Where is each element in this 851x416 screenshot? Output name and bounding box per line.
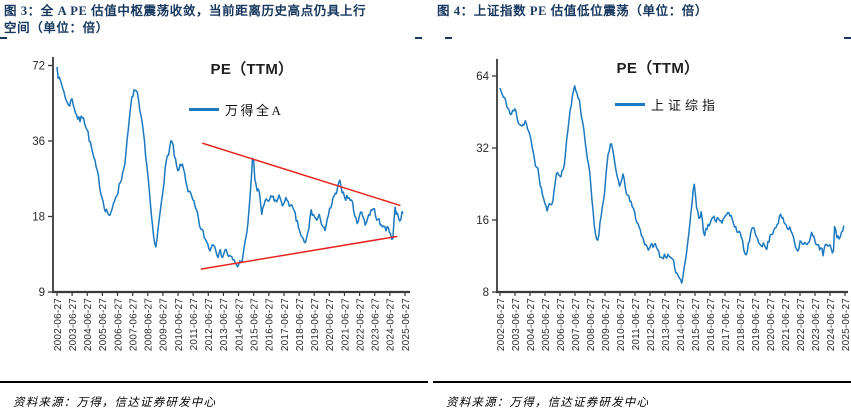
- figure-4-caption: 图 4：上证指数 PE 估值低位震荡（单位：倍）: [437, 3, 849, 20]
- pe-series-line: [56, 66, 404, 268]
- x-tick-label: 2005-06-27: [541, 298, 552, 351]
- x-tick-label: 2015-06-27: [249, 298, 260, 351]
- x-tick-label: 2014-06-27: [234, 298, 245, 351]
- x-tick-label: 2004-06-27: [526, 298, 537, 351]
- legend-line-swatch: [615, 103, 645, 106]
- y-tick-label: 8: [483, 287, 489, 299]
- x-tick-label: 2016-06-27: [706, 298, 717, 351]
- source-note: 资料来源：万得，信达证券研发中心: [13, 397, 217, 409]
- caption-underline-dash: [445, 37, 452, 39]
- caption-underline-dash: [844, 37, 851, 39]
- x-tick-label: 2022-06-27: [796, 298, 807, 351]
- x-tick-label: 2014-06-27: [676, 298, 687, 351]
- x-tick-label: 2010-06-27: [616, 298, 627, 351]
- x-tick-label: 2007-06-27: [571, 298, 582, 351]
- x-tick-label: 2013-06-27: [661, 298, 672, 351]
- x-tick-label: 2008-06-27: [144, 298, 155, 351]
- chart-title: PE（TTM）: [616, 60, 700, 77]
- x-tick-label: 2021-06-27: [781, 298, 792, 351]
- trendline: [200, 235, 398, 270]
- x-tick-label: 2013-06-27: [219, 298, 230, 351]
- caption-underline-dash: [415, 37, 422, 39]
- legend-line-swatch: [189, 108, 219, 111]
- x-tick-label: 2009-06-27: [601, 298, 612, 351]
- x-tick-label: 2006-06-27: [556, 298, 567, 351]
- caption-underline-dash: [0, 37, 7, 39]
- x-tick-label: 2005-06-27: [98, 298, 109, 351]
- x-tick-label: 2024-06-27: [826, 298, 837, 351]
- x-tick-label: 2020-06-27: [325, 298, 336, 351]
- x-tick-label: 2011-06-27: [631, 298, 642, 351]
- x-tick-label: 2007-06-27: [128, 298, 139, 351]
- x-tick-label: 2016-06-27: [265, 298, 276, 351]
- x-tick-label: 2009-06-27: [159, 298, 170, 351]
- source-note: 资料来源：万得，信达证券研发中心: [446, 397, 650, 409]
- y-tick-label: 9: [39, 287, 45, 299]
- x-tick-label: 2017-06-27: [721, 298, 732, 351]
- x-tick-label: 2023-06-27: [811, 298, 822, 351]
- footer-divider: [0, 381, 428, 383]
- y-tick-label: 32: [476, 143, 489, 155]
- x-tick-label: 2018-06-27: [736, 298, 747, 351]
- figure-3-caption-line1: 图 3：全 A PE 估值中枢震荡收敛，当前距离历史高点仍具上行: [4, 4, 367, 18]
- y-tick-label: 64: [476, 71, 489, 83]
- x-tick-label: 2008-06-27: [586, 298, 597, 351]
- x-tick-label: 2019-06-27: [310, 298, 321, 351]
- x-tick-label: 2018-06-27: [295, 298, 306, 351]
- x-tick-label: 2015-06-27: [691, 298, 702, 351]
- y-tick-label: 72: [32, 61, 45, 73]
- legend-label: 上证综指: [651, 98, 720, 113]
- chart-title: PE（TTM）: [210, 61, 294, 78]
- x-tick-label: 2011-06-27: [189, 298, 200, 351]
- y-tick-label: 16: [476, 215, 489, 227]
- figure-3-caption: 图 3：全 A PE 估值中枢震荡收敛，当前距离历史高点仍具上行 空间（单位：倍…: [4, 3, 422, 36]
- x-tick-label: 2021-06-27: [340, 298, 351, 351]
- x-tick-label: 2024-06-27: [386, 298, 397, 351]
- x-tick-label: 2006-06-27: [113, 298, 124, 351]
- x-tick-label: 2003-06-27: [511, 298, 522, 351]
- x-tick-label: 2017-06-27: [280, 298, 291, 351]
- x-tick-label: 2025-06-27: [841, 298, 851, 351]
- trendline: [202, 142, 401, 207]
- legend-label: 万得全A: [225, 103, 284, 118]
- footer-divider: [433, 381, 851, 383]
- x-tick-label: 2004-06-27: [83, 298, 94, 351]
- x-tick-label: 2012-06-27: [646, 298, 657, 351]
- y-tick-label: 36: [32, 136, 45, 148]
- pe-series-line: [499, 85, 845, 284]
- x-tick-label: 2012-06-27: [204, 298, 215, 351]
- x-tick-label: 2025-06-27: [401, 298, 412, 351]
- x-tick-label: 2023-06-27: [371, 298, 382, 351]
- x-tick-label: 2010-06-27: [174, 298, 185, 351]
- legend: 万得全A: [189, 102, 284, 118]
- figure-3-caption-line2: 空间（单位：倍）: [4, 20, 109, 35]
- x-tick-label: 2003-06-27: [68, 298, 79, 351]
- x-tick-label: 2020-06-27: [766, 298, 777, 351]
- x-tick-label: 2019-06-27: [751, 298, 762, 351]
- x-tick-label: 2022-06-27: [355, 298, 366, 351]
- legend: 上证综指: [615, 97, 720, 113]
- x-tick-label: 2002-06-27: [496, 298, 507, 351]
- y-tick-label: 18: [32, 212, 45, 224]
- figure-4-caption-line1: 图 4：上证指数 PE 估值低位震荡（单位：倍）: [437, 4, 708, 18]
- x-tick-label: 2002-06-27: [53, 298, 64, 351]
